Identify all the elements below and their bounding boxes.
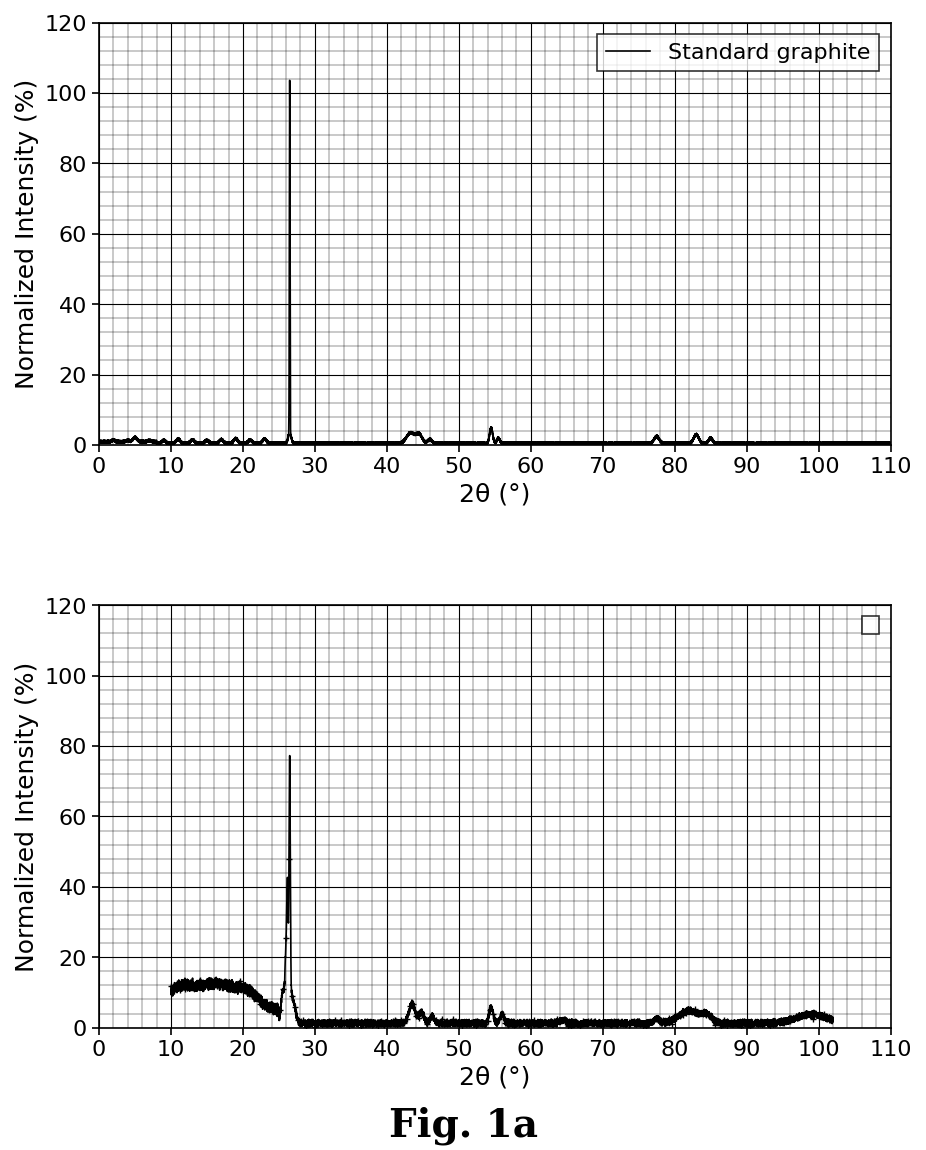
X-axis label: 2θ (°): 2θ (°) xyxy=(458,483,530,506)
Text: Fig. 1a: Fig. 1a xyxy=(389,1106,537,1144)
Legend:  xyxy=(861,616,879,635)
X-axis label: 2θ (°): 2θ (°) xyxy=(458,1065,530,1089)
Legend: Standard graphite: Standard graphite xyxy=(596,34,879,71)
Y-axis label: Normalized Intensity (%): Normalized Intensity (%) xyxy=(15,79,39,389)
Y-axis label: Normalized Intensity (%): Normalized Intensity (%) xyxy=(15,661,39,972)
